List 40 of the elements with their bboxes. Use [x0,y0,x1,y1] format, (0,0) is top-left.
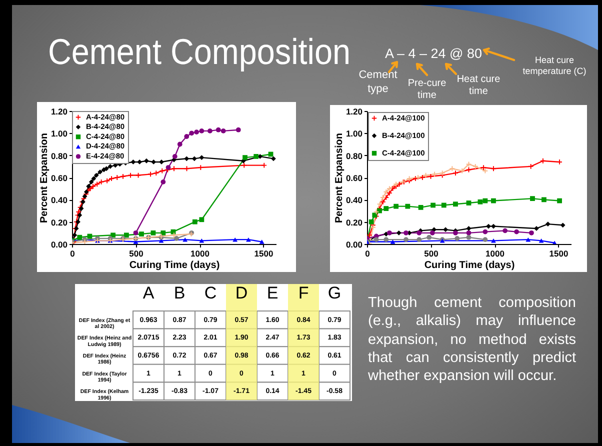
y-tick-label: 0.20 [50,217,68,228]
y-axis-title: Percent Expansion [38,132,50,224]
y-tick-label: 0.80 [346,150,363,161]
y-tick-label: 0.60 [346,173,363,183]
y-tick-label: 0.00 [346,240,363,250]
x-tick-label: 1000 [190,248,210,258]
x-tick-label: 500 [129,248,144,258]
x-tick-label: G [328,284,342,302]
text: Though cement composition (e.g., alkalis) may influence expansion, no method exists that can consistently predict whether expansion will occur. [368,294,576,386]
y-tick-label: 1.20 [346,106,363,116]
y-tick-label: 1.00 [50,128,68,139]
y-tick-label: 0.00 [50,240,68,250]
text: Cement type [358,68,398,96]
text: Cement Composition [48,31,351,72]
y-axis-title: Percent Expansion [334,132,345,224]
x-tick-label: 500 [424,248,439,258]
text: Pre-cure time [406,78,448,101]
y-tick-label: 0.60 [50,173,68,183]
x-tick-label: C [204,284,217,302]
x-tick-label: B [174,284,186,302]
y-tick-label: 1.20 [50,106,68,116]
x-tick-label: 1000 [486,248,505,258]
x-tick-label: F [298,284,309,302]
x-tick-label: E [266,284,278,302]
y-tick-label: 0.80 [50,150,68,161]
y-tick-label: 0.20 [346,217,363,228]
x-tick-label: A [142,284,155,302]
x-tick-label: 0 [70,248,76,258]
x-tick-label: 0 [365,248,370,258]
y-tick-label: 0.40 [50,195,68,206]
x-tick-label: 1500 [549,248,568,258]
x-axis-title: Curing Time (days) [129,260,220,271]
x-axis-title: Curing Time (days) [424,260,515,271]
x-tick-label: 1500 [254,248,274,258]
x-tick-label: D [235,284,248,302]
text: A – 4 – 24 @ 80 [385,46,482,61]
y-tick-label: 0.40 [346,195,363,206]
text: Heat cure temperature (C) [522,54,588,76]
text: Heat cure time [456,74,502,97]
y-tick-label: 1.00 [346,128,363,139]
